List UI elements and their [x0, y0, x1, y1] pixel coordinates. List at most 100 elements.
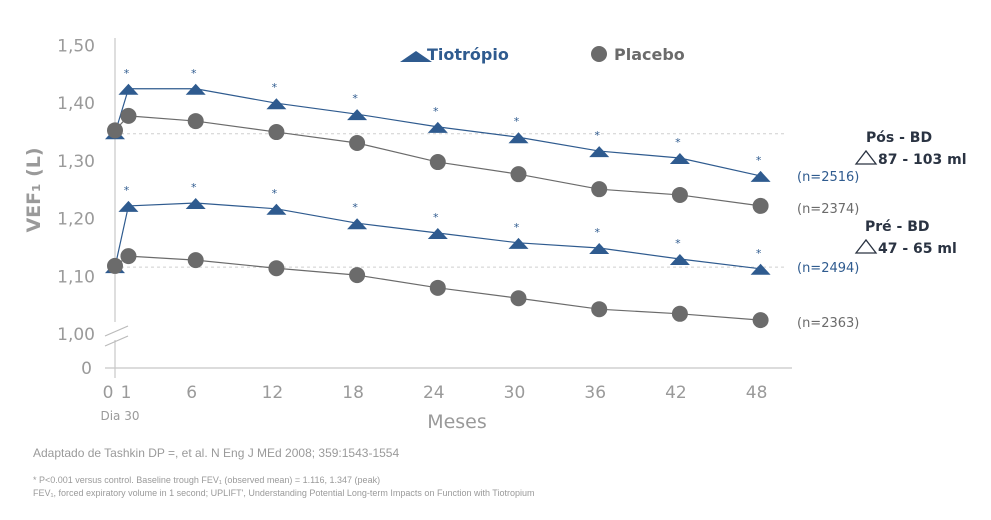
data-point-circle — [752, 312, 769, 329]
data-point-circle — [429, 154, 446, 171]
legend-label-tiotropio: Tiotrópio — [427, 45, 509, 64]
x-tick-label: 48 — [746, 383, 768, 403]
x-tick-label: 18 — [342, 383, 364, 403]
x-sublabel: Dia 30 — [100, 409, 139, 423]
significance-asterisk: * — [594, 226, 600, 239]
series-line — [114, 115, 761, 207]
annotation-title: Pós - BD — [866, 130, 932, 146]
series-n-label: (n=2374) — [797, 202, 859, 217]
data-point-triangle — [118, 200, 139, 212]
data-point-triangle — [266, 98, 287, 110]
data-point-circle — [187, 113, 204, 130]
y-axis-label: VEF₁ (L) — [23, 147, 45, 232]
data-point-circle — [120, 248, 137, 265]
data-point-triangle — [266, 203, 287, 215]
axis-break-mark — [104, 335, 129, 347]
series-n-label: (n=2516) — [797, 170, 859, 185]
data-point-circle — [268, 260, 285, 277]
x-tick-label: 6 — [186, 383, 197, 403]
significance-asterisk: * — [756, 154, 762, 167]
x-axis-label: Meses — [427, 411, 487, 433]
delta-triangle-icon — [854, 149, 878, 165]
annotation-value: 87 - 103 ml — [878, 152, 967, 168]
data-point-triangle — [589, 146, 610, 158]
data-point-circle — [349, 267, 366, 284]
data-point-circle — [510, 166, 527, 183]
data-point-triangle — [669, 253, 690, 265]
series-n-label: (n=2494) — [797, 261, 859, 276]
significance-asterisk: * — [675, 136, 681, 149]
significance-asterisk: * — [272, 187, 278, 200]
significance-asterisk: * — [272, 81, 278, 94]
legend-circle-icon — [591, 46, 607, 62]
data-point-circle — [591, 181, 608, 198]
x-tick-label: 12 — [262, 383, 284, 403]
source-note: Adaptado de Tashkin DP =, et al. N Eng J… — [33, 446, 400, 460]
significance-asterisk: * — [124, 67, 130, 80]
data-point-triangle — [185, 83, 206, 95]
x-tick-label: 36 — [584, 383, 606, 403]
data-point-triangle — [508, 237, 529, 249]
y-tick-label: 1,40 — [57, 94, 95, 114]
annotation-value: 47 - 65 ml — [878, 241, 957, 257]
data-point-triangle — [427, 228, 448, 240]
y-tick-label: 0 — [81, 359, 92, 379]
data-point-triangle — [589, 243, 610, 255]
data-point-circle — [671, 305, 688, 322]
significance-asterisk: * — [352, 92, 358, 105]
significance-asterisk: * — [756, 247, 762, 260]
y-tick-label: 1,00 — [57, 325, 95, 345]
data-point-triangle — [750, 263, 771, 275]
significance-asterisk: * — [514, 115, 520, 128]
significance-asterisk: * — [352, 201, 358, 214]
data-point-triangle — [118, 83, 139, 95]
x-tick-label: 1 — [121, 383, 132, 403]
legend-label-placebo: Placebo — [614, 45, 685, 64]
y-tick-label: 1,10 — [57, 267, 95, 287]
data-point-circle — [187, 252, 204, 269]
data-point-circle — [107, 257, 123, 274]
data-point-triangle — [427, 121, 448, 133]
footnote-1: * P<0.001 versus control. Baseline troug… — [33, 475, 381, 485]
series-line — [114, 255, 761, 321]
significance-asterisk: * — [675, 237, 681, 250]
x-tick-label: 30 — [504, 383, 526, 403]
x-tick-label: 24 — [423, 383, 445, 403]
x-tick-label: 42 — [665, 383, 687, 403]
data-point-circle — [349, 135, 366, 152]
data-point-triangle — [508, 132, 529, 144]
annotation-title: Pré - BD — [865, 219, 930, 235]
data-point-triangle — [347, 109, 368, 121]
data-point-triangle — [669, 153, 690, 165]
y-tick-label: 1,20 — [57, 210, 95, 230]
series-line — [114, 88, 761, 177]
legend-triangle-icon — [400, 51, 432, 62]
data-point-triangle — [185, 198, 206, 210]
data-point-circle — [510, 290, 527, 307]
significance-asterisk: * — [433, 105, 439, 118]
data-point-circle — [671, 186, 688, 203]
data-point-circle — [591, 301, 608, 318]
data-point-triangle — [347, 218, 368, 230]
series-line — [114, 202, 761, 270]
significance-asterisk: * — [433, 211, 439, 224]
series-n-label: (n=2363) — [797, 316, 859, 331]
data-point-circle — [107, 122, 123, 139]
significance-asterisk: * — [191, 67, 197, 80]
significance-asterisk: * — [191, 181, 197, 194]
data-point-circle — [429, 279, 446, 296]
data-point-circle — [268, 124, 285, 141]
data-point-circle — [120, 107, 137, 124]
y-tick-label: 1,30 — [57, 152, 95, 172]
data-point-triangle — [750, 170, 771, 182]
significance-asterisk: * — [594, 129, 600, 142]
x-tick-label: 0 — [103, 383, 114, 403]
significance-asterisk: * — [514, 221, 520, 234]
y-tick-label: 1,50 — [57, 37, 95, 57]
significance-asterisk: * — [124, 184, 130, 197]
footnote-2: FEV₁, forced expiratory volume in 1 seco… — [33, 488, 535, 498]
data-point-circle — [752, 197, 769, 214]
axis-break-mark — [104, 325, 129, 337]
delta-triangle-icon — [854, 238, 878, 254]
